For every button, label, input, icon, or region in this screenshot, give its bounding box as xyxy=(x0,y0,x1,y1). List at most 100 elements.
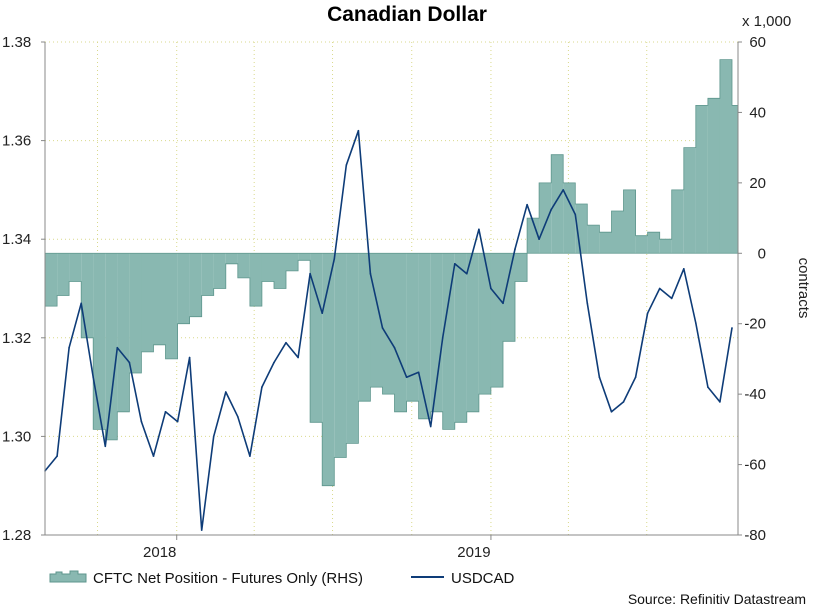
usdcad-point xyxy=(598,376,601,379)
usdcad-point xyxy=(152,455,155,457)
right-tick-label: -40 xyxy=(744,386,766,403)
legend-label-cftc: CFTC Net Position - Futures Only (RHS) xyxy=(93,570,363,587)
cftc-bar xyxy=(490,253,503,388)
usdcad-point xyxy=(249,455,251,457)
cftc-bar xyxy=(406,253,419,402)
right-axis-multiplier: x 1,000 xyxy=(742,13,791,30)
cftc-bar xyxy=(478,253,491,395)
right-tick-label: -60 xyxy=(744,457,766,474)
usdcad-point xyxy=(321,312,324,315)
usdcad-point xyxy=(56,455,58,457)
left-tick-label: 1.30 xyxy=(2,428,31,445)
usdcad-point xyxy=(634,376,637,379)
usdcad-point xyxy=(586,302,589,305)
cftc-bar xyxy=(382,253,395,395)
right-tick-label: 40 xyxy=(749,104,766,121)
cftc-bar xyxy=(346,253,359,444)
usdcad-point xyxy=(658,287,661,290)
cftc-bar xyxy=(105,253,118,440)
legend-item-usdcad: USDCAD xyxy=(411,570,515,587)
cftc-bar xyxy=(599,232,612,254)
left-tick-label: 1.38 xyxy=(2,34,31,51)
usdcad-point xyxy=(212,435,215,438)
left-tick-label: 1.36 xyxy=(2,133,31,150)
cftc-bar xyxy=(623,189,636,254)
cftc-bar xyxy=(165,253,178,359)
usdcad-point xyxy=(441,337,444,339)
cftc-bar xyxy=(647,232,660,254)
usdcad-point xyxy=(683,268,685,270)
usdcad-path xyxy=(44,129,733,531)
usdcad-point xyxy=(297,356,299,359)
left-axis-ticks: 1.28 1.30 1.32 1.34 1.36 1.38 xyxy=(2,34,45,544)
usdcad-point xyxy=(176,420,179,423)
cftc-bar xyxy=(539,182,552,254)
usdcad-point xyxy=(719,401,721,403)
cftc-bar xyxy=(310,253,323,423)
axes xyxy=(44,42,739,536)
usdcad-point xyxy=(622,401,625,403)
cftc-bar xyxy=(719,59,732,254)
cftc-bar xyxy=(442,253,455,430)
usdcad-point xyxy=(405,376,408,379)
usdcad-point xyxy=(478,228,480,231)
usdcad-point xyxy=(574,213,577,216)
usdcad-point xyxy=(502,302,504,305)
cftc-bar xyxy=(515,253,528,282)
usdcad-point xyxy=(273,361,275,364)
cftc-bar xyxy=(298,253,311,261)
usdcad-point xyxy=(381,327,384,329)
cftc-bar xyxy=(394,253,407,412)
usdcad-point xyxy=(116,346,119,349)
right-tick-label: 0 xyxy=(758,245,766,262)
usdcad-point xyxy=(610,411,613,413)
usdcad-point xyxy=(695,322,697,324)
source-note: Source: Refinitiv Datastream xyxy=(628,591,806,606)
usdcad-point xyxy=(417,371,420,374)
usdcad-point xyxy=(466,272,468,275)
cftc-bar xyxy=(527,218,540,254)
usdcad-point xyxy=(225,391,227,393)
usdcad-point xyxy=(357,129,360,132)
usdcad-point xyxy=(345,164,348,166)
usdcad-point xyxy=(429,425,432,428)
cftc-bar xyxy=(611,211,624,254)
cftc-bar xyxy=(141,253,154,352)
cftc-bar xyxy=(129,253,142,373)
usdcad-point xyxy=(707,386,709,388)
cftc-bar xyxy=(334,253,347,458)
legend-swatch-cftc xyxy=(49,570,87,583)
right-tick-label: 60 xyxy=(749,34,766,51)
cftc-bar xyxy=(93,253,106,430)
cftc-bar xyxy=(683,147,696,254)
usdcad-point xyxy=(490,287,492,290)
cftc-bar xyxy=(261,253,274,282)
usdcad-point xyxy=(200,529,203,531)
legend: CFTC Net Position - Futures Only (RHS) U… xyxy=(49,570,515,587)
usdcad-point xyxy=(285,341,287,344)
right-axis-label: contracts xyxy=(795,258,812,319)
cftc-bar xyxy=(551,154,564,254)
cftc-bar xyxy=(466,253,479,412)
cftc-bar xyxy=(707,98,720,254)
usdcad-point xyxy=(454,263,456,265)
cftc-bar xyxy=(322,253,335,486)
x-tick-label: 2018 xyxy=(143,544,176,561)
cftc-bar xyxy=(213,253,226,289)
right-axis-ticks: -80 -60 -40 -20 0 20 40 60 xyxy=(738,34,766,544)
cftc-bar xyxy=(274,253,287,289)
chart-title: Canadian Dollar xyxy=(327,3,487,26)
cftc-outline xyxy=(45,59,738,487)
usdcad-point xyxy=(731,327,733,329)
usdcad-point xyxy=(261,386,263,388)
cftc-bar xyxy=(732,105,738,254)
usdcad-point xyxy=(68,346,70,349)
right-tick-label: -80 xyxy=(744,527,766,544)
cftc-bar xyxy=(358,253,371,402)
left-tick-label: 1.28 xyxy=(2,527,31,544)
cftc-bar xyxy=(249,253,262,307)
left-tick-label: 1.34 xyxy=(2,231,31,248)
usdcad-line xyxy=(44,129,733,531)
usdcad-point xyxy=(140,420,143,423)
